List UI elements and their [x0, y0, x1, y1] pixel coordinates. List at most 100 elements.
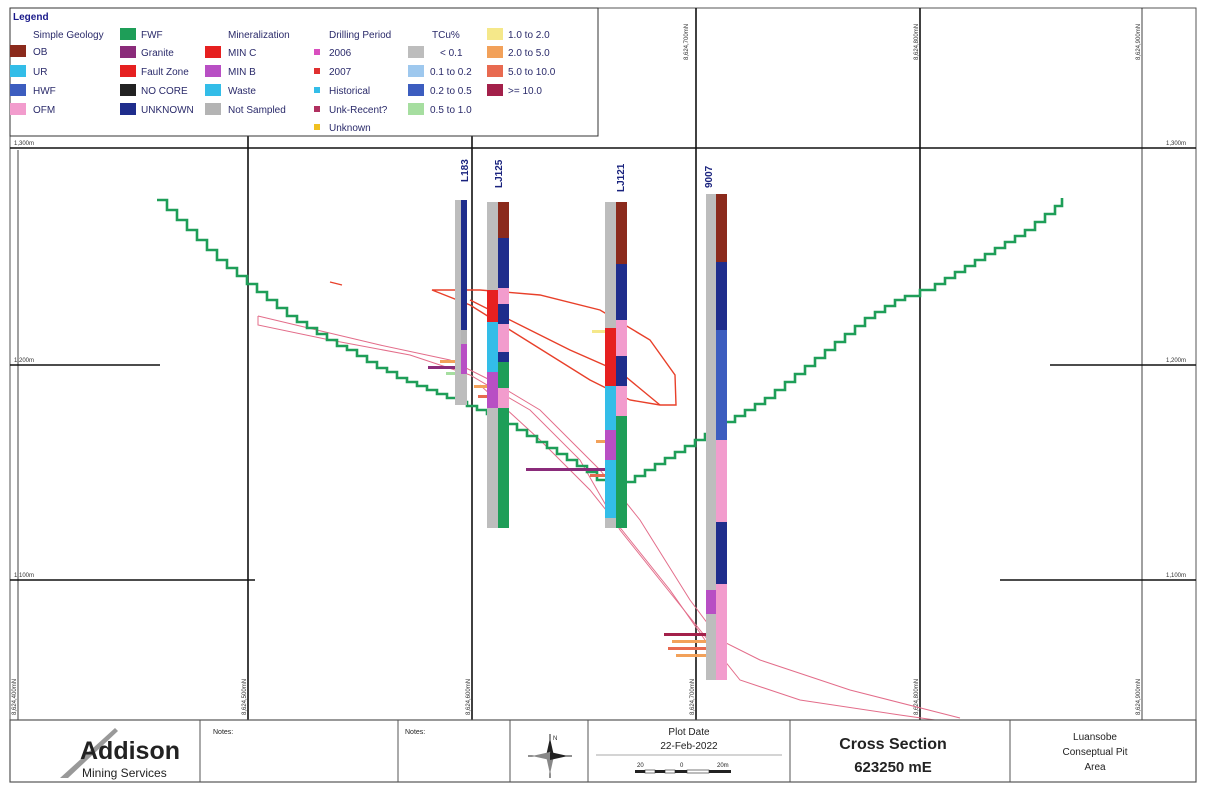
company-logo-icon [60, 728, 118, 778]
legend-item-label: Not Sampled [228, 105, 286, 116]
map-frame [9, 7, 1197, 783]
northing-label-900: 8,624,900mN [1136, 679, 1142, 715]
grade-histogram-bar [446, 372, 455, 375]
legend-item-label: 2006 [329, 48, 352, 59]
drillhole-geology-column [498, 288, 509, 304]
legend-item-label: 0.1 to 0.2 [430, 67, 472, 78]
drillhole-geology-column [716, 262, 727, 330]
legend-item-label: 1.0 to 2.0 [508, 30, 550, 41]
drillhole-geology-column [498, 304, 509, 324]
legend-item-label: OB [33, 47, 48, 58]
legend-title: Legend [13, 12, 49, 23]
fault-fragment [329, 281, 343, 286]
grade-histogram-bar [668, 647, 706, 650]
drillhole-geology-column [716, 194, 727, 262]
scale-label: 20m [717, 763, 729, 769]
grade-histogram-bar [526, 468, 605, 471]
elev-label-1100-r: 1,100m [1166, 573, 1186, 579]
compass-north-label: N [553, 736, 557, 742]
legend-item-label: >= 10.0 [508, 86, 542, 97]
drillhole-9007[interactable]: 9007 [664, 165, 727, 680]
title-block-frame [9, 719, 1197, 783]
legend-item-label: Waste [228, 86, 256, 97]
drillhole-geology-column [498, 408, 509, 528]
legend-item-label: NO CORE [141, 86, 188, 97]
drillhole-min-column [487, 290, 498, 322]
grade-histogram-bar [676, 654, 706, 657]
drillhole-lj121[interactable]: LJ121 [526, 163, 627, 528]
legend-item-label: 0.2 to 0.5 [430, 86, 472, 97]
notes-label-2: Notes: [405, 729, 425, 736]
drillhole-label: LJ125 [494, 159, 505, 188]
legend-swatch [120, 46, 136, 58]
legend-swatch [408, 103, 424, 115]
drillhole-geology-column [461, 374, 467, 405]
title-block: Addison Mining Services Notes: Notes: N … [9, 719, 1197, 783]
drillhole-l183[interactable]: L183 [428, 159, 471, 405]
northing-label-800-top: 8,624,800mN [914, 24, 920, 60]
drillhole-geology-column [616, 320, 627, 356]
project-name-line3: Area [1084, 762, 1106, 773]
legend-item-label: UNKNOWN [141, 105, 194, 116]
legend-swatch [487, 46, 503, 58]
legend-item-label: MIN B [228, 67, 256, 78]
legend-item-label: Historical [329, 86, 370, 97]
elevation-labels: 1,300m 1,300m 1,200m 1,200m 1,100m 1,100… [14, 141, 1186, 579]
legend-swatch [120, 103, 136, 115]
legend-item-label: 2.0 to 5.0 [508, 48, 550, 59]
grid [10, 8, 1196, 720]
drillhole-label: L183 [460, 159, 471, 182]
legend-swatch [487, 28, 503, 40]
legend-item-label: UR [33, 67, 47, 78]
legend-item-label: MIN C [228, 48, 256, 59]
legend-marker [314, 124, 320, 130]
legend-swatch [408, 65, 424, 77]
drillhole-geology-column [716, 440, 727, 522]
drillhole-lj125[interactable]: LJ125 [474, 159, 509, 528]
elev-label-1200: 1,200m [14, 358, 34, 364]
legend-item-label: Unk-Recent? [329, 105, 388, 116]
legend-swatch [120, 65, 136, 77]
legend-header-mineralization: Mineralization [228, 30, 290, 41]
grade-histogram-bar [590, 474, 605, 477]
legend-item-label: OFM [33, 105, 55, 116]
drillhole-geology-column [716, 522, 727, 584]
legend-item-label: < 0.1 [440, 48, 463, 59]
legend-header-drilling: Drilling Period [329, 30, 391, 41]
legend-swatch [408, 84, 424, 96]
legend-item-label: 0.5 to 1.0 [430, 105, 472, 116]
grade-histogram-bar [672, 640, 706, 643]
legend-marker [314, 68, 320, 74]
legend-item-label: FWF [141, 30, 163, 41]
drillhole-geology-column [461, 200, 467, 330]
drillhole-min-column [706, 590, 716, 614]
legend-swatch [10, 65, 26, 77]
company-name: Addison [80, 737, 180, 765]
notes-label-1: Notes: [213, 729, 233, 736]
legend-swatch [487, 84, 503, 96]
legend: Legend Simple Geology Mineralization Dri… [9, 7, 599, 137]
drillhole-geology-column [616, 356, 627, 386]
drillhole-min-column [487, 322, 498, 372]
company-subtitle: Mining Services [82, 766, 167, 780]
legend-item-label: HWF [33, 86, 56, 97]
legend-swatch [205, 103, 221, 115]
legend-item-label: Granite [141, 48, 174, 59]
legend-swatch [487, 65, 503, 77]
grade-histogram-bar [474, 385, 487, 388]
legend-swatch [205, 84, 221, 96]
legend-item-label: Unknown [329, 123, 371, 134]
grade-histogram-bar [664, 633, 706, 636]
grade-histogram-bar [440, 360, 455, 363]
legend-marker [314, 106, 320, 112]
drillhole-geology-column [498, 362, 509, 388]
legend-item-label: Fault Zone [141, 67, 189, 78]
ore-outline-lower [257, 316, 936, 721]
northing-label-400: 8,624,400mN [12, 679, 18, 715]
pit-shell-right [615, 198, 1064, 492]
drillhole-geology-column [716, 330, 727, 440]
northing-labels: 8,624,400mN 8,624,500mN 8,624,600mN 8,62… [12, 24, 1142, 715]
section-title: Cross Section [839, 736, 947, 753]
drillhole-min-column [605, 460, 616, 518]
northing-label-700-top: 8,624,700mN [684, 24, 690, 60]
